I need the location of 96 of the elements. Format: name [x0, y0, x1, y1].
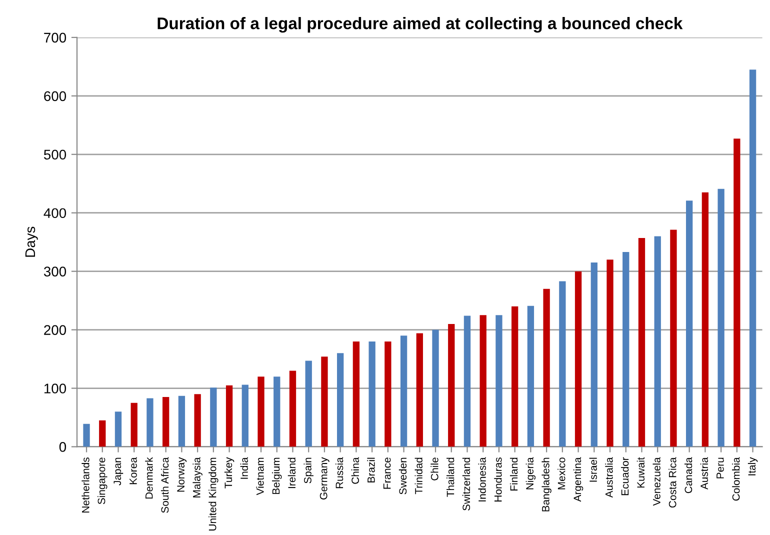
- bar: [480, 315, 486, 447]
- bar: [749, 70, 756, 447]
- bar: [432, 330, 439, 447]
- x-tick-label: United Kingdom: [208, 458, 218, 530]
- y-tick-label: 100: [44, 384, 66, 394]
- x-tick-label: Switzerland: [462, 458, 470, 511]
- y-tick-label: 500: [44, 150, 66, 160]
- y-tick-label: 0: [59, 442, 66, 452]
- bar: [734, 138, 740, 447]
- y-tick-label: 600: [44, 91, 66, 102]
- x-tick-label: Kuwait: [636, 457, 645, 488]
- bar: [99, 420, 106, 447]
- x-tick-label: Singapore: [98, 458, 108, 504]
- bar: [162, 397, 170, 447]
- bar: [496, 315, 502, 447]
- x-tick-label: Thailand: [446, 458, 454, 497]
- x-tick-label: Ecuador: [621, 457, 629, 496]
- bar: [258, 376, 264, 447]
- bar: [384, 341, 392, 447]
- x-tick-label: Korea: [130, 457, 137, 484]
- x-tick-label: Finland: [510, 458, 518, 490]
- x-tick-label: South Africa: [160, 457, 169, 513]
- bar: [559, 281, 566, 447]
- x-tick-label: China: [351, 457, 359, 484]
- x-tick-label: Honduras: [494, 458, 502, 502]
- x-tick-label: Bangladesh: [542, 458, 552, 512]
- x-tick-label: Austria: [700, 457, 708, 490]
- x-tick-label: Vietnam: [256, 458, 264, 496]
- x-tick-label: Australia: [605, 457, 613, 498]
- bar: [274, 376, 280, 447]
- x-tick-label: India: [240, 457, 248, 479]
- bar: [194, 394, 201, 447]
- x-tick-label: Malaysia: [192, 457, 202, 498]
- bar: [670, 230, 677, 447]
- bar: [400, 336, 408, 447]
- bar: [368, 341, 376, 447]
- x-tick-label: Colombia: [732, 457, 740, 501]
- x-tick-label: Spain: [304, 458, 314, 484]
- bar: [574, 271, 582, 447]
- bar: [638, 238, 646, 447]
- x-tick-label: Denmark: [145, 457, 153, 499]
- bar: [242, 384, 248, 447]
- x-tick-label: Brazil: [367, 458, 375, 482]
- bar: [606, 260, 614, 447]
- x-tick-label: Peru: [716, 458, 724, 478]
- bar: [654, 236, 661, 447]
- x-tick-label: Costa Rica: [668, 457, 676, 508]
- x-tick-label: Japan: [114, 458, 124, 486]
- bar: [527, 306, 534, 447]
- bar: [543, 288, 550, 447]
- bar: [210, 388, 217, 447]
- y-tick-label: 300: [44, 266, 66, 276]
- bar: [702, 192, 709, 447]
- x-tick-label: Venezuela: [652, 457, 660, 506]
- y-tick-label: 400: [44, 208, 66, 218]
- x-tick-label: Germany: [320, 457, 330, 500]
- bar: [512, 306, 518, 447]
- x-tick-label: Russia: [335, 457, 344, 488]
- bar: [146, 398, 154, 447]
- bar: [178, 396, 186, 447]
- bar: [590, 262, 598, 447]
- x-tick-label: France: [383, 458, 391, 489]
- bar: [464, 316, 471, 447]
- bar: [448, 324, 455, 447]
- bar: [718, 188, 724, 447]
- x-tick-label: Trinidad: [414, 458, 422, 494]
- x-tick-label: Sweden: [398, 458, 407, 494]
- bar: [83, 424, 90, 447]
- x-tick-label: Turkey: [224, 457, 234, 488]
- chart-title: Duration of a legal procedure aimed at collecting a bounced check: [158, 17, 683, 33]
- bar: [416, 333, 423, 447]
- x-tick-label: Ireland: [288, 458, 296, 488]
- x-tick-label: Chile: [430, 458, 438, 480]
- y-tick-label: 200: [44, 325, 66, 335]
- y-tick-label: 700: [44, 32, 66, 43]
- x-tick-label: Italy: [748, 457, 758, 476]
- x-tick-label: Israel: [589, 458, 597, 482]
- x-tick-label: Indonesia: [478, 457, 486, 502]
- x-tick-label: Netherlands: [82, 458, 90, 512]
- x-tick-label: Mexico: [558, 458, 566, 490]
- bar: [622, 252, 630, 447]
- bar: [130, 402, 138, 447]
- bar: [321, 356, 328, 447]
- x-tick-label: Nigeria: [526, 457, 536, 490]
- x-tick-label: Canada: [684, 457, 692, 494]
- x-tick-label: Belgium: [272, 458, 282, 494]
- x-tick-label: Norway: [177, 457, 187, 492]
- bar: [352, 341, 360, 447]
- x-tick-label: Argentina: [573, 457, 584, 502]
- bar: [686, 200, 693, 447]
- bar: [337, 353, 344, 447]
- bar: [305, 360, 312, 447]
- y-axis-title: Days: [25, 226, 38, 257]
- bar: [289, 370, 296, 447]
- bar: [114, 412, 122, 447]
- bar: [226, 385, 233, 447]
